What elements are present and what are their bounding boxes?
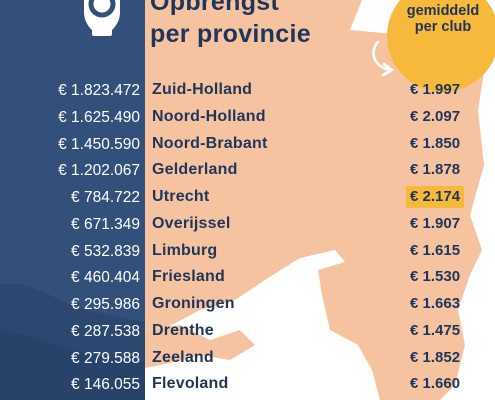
total-revenue: € 671.349: [71, 215, 140, 233]
province-name: Limburg: [152, 241, 218, 259]
province-name: Zuid-Holland: [152, 81, 253, 98]
title-line-1: Opbrengst: [150, 0, 280, 16]
total-revenue: € 295.986: [71, 296, 140, 313]
province-name: Noord-Holland: [152, 107, 266, 125]
average-per-club: € 1.850: [410, 134, 461, 152]
table-row: € 532.839 Limburg € 1.615: [0, 240, 495, 266]
table-row: € 295.986 Groningen € 1.663: [0, 293, 495, 319]
province-name: Zeeland: [152, 348, 214, 366]
average-per-club: € 1.530: [410, 268, 461, 286]
total-revenue: € 287.538: [71, 322, 140, 340]
average-per-club: € 1.615: [410, 241, 461, 259]
province-name: Gelderland: [152, 161, 238, 179]
average-per-club: € 1.475: [410, 321, 461, 339]
province-name: Overijssel: [152, 214, 231, 232]
page-title: Opbrengst per provincie: [150, 0, 311, 50]
table-row: € 146.055 Flevoland € 1.660: [0, 373, 495, 399]
province-name: Utrecht: [152, 188, 210, 205]
table-row: € 1.823.472 Zuid-Holland € 1.997: [0, 79, 495, 105]
province-name: Friesland: [152, 268, 225, 286]
total-revenue: € 460.404: [71, 269, 140, 287]
average-per-club: € 1.907: [410, 214, 461, 232]
average-per-club: € 1.663: [410, 295, 461, 312]
average-per-club: € 1.997: [410, 81, 461, 98]
table-row: € 460.404 Friesland € 1.530: [0, 266, 495, 292]
badge-line-1: gemiddeld: [406, 3, 480, 19]
average-per-club: € 2.174: [406, 186, 465, 208]
average-per-club: € 2.097: [410, 107, 461, 125]
total-revenue: € 146.055: [71, 376, 140, 394]
total-revenue: € 1.625.490: [58, 108, 140, 126]
total-revenue: € 1.450.590: [58, 135, 140, 153]
total-revenue: € 1.823.472: [58, 82, 140, 99]
curved-arrow-icon: [372, 40, 394, 77]
table-row: € 671.349 Overijssel € 1.907: [0, 213, 495, 239]
table-row: € 287.538 Drenthe € 1.475: [0, 320, 495, 346]
province-name: Flevoland: [152, 375, 229, 393]
table-row: € 1.202.067 Gelderland € 1.878: [0, 159, 495, 185]
average-per-club: € 1.660: [410, 375, 461, 393]
province-name: Groningen: [152, 295, 235, 312]
location-pin-icon: [84, 0, 120, 36]
table-row: € 279.588 Zeeland € 1.852: [0, 347, 495, 373]
table-row: € 1.450.590 Noord-Brabant € 1.850: [0, 133, 495, 159]
map-silhouette: [0, 283, 145, 400]
total-revenue: € 279.588: [71, 349, 140, 367]
total-revenue: € 1.202.067: [58, 162, 140, 180]
province-name: Drenthe: [152, 321, 214, 339]
title-line-2: per provincie: [150, 20, 311, 48]
province-name: Noord-Brabant: [152, 134, 268, 152]
total-revenue: € 784.722: [71, 189, 140, 206]
table-row: € 784.722 Utrecht € 2.174: [0, 186, 495, 212]
average-per-club: € 1.852: [410, 348, 461, 366]
average-badge: [387, 0, 495, 92]
table-row: € 1.625.490 Noord-Holland € 2.097: [0, 106, 495, 132]
badge-line-2: per club: [414, 19, 472, 35]
left-panel: [0, 0, 145, 400]
badge-label: gemiddeld per club: [387, 3, 495, 35]
total-revenue: € 532.839: [71, 242, 140, 260]
average-per-club: € 1.878: [410, 161, 461, 179]
